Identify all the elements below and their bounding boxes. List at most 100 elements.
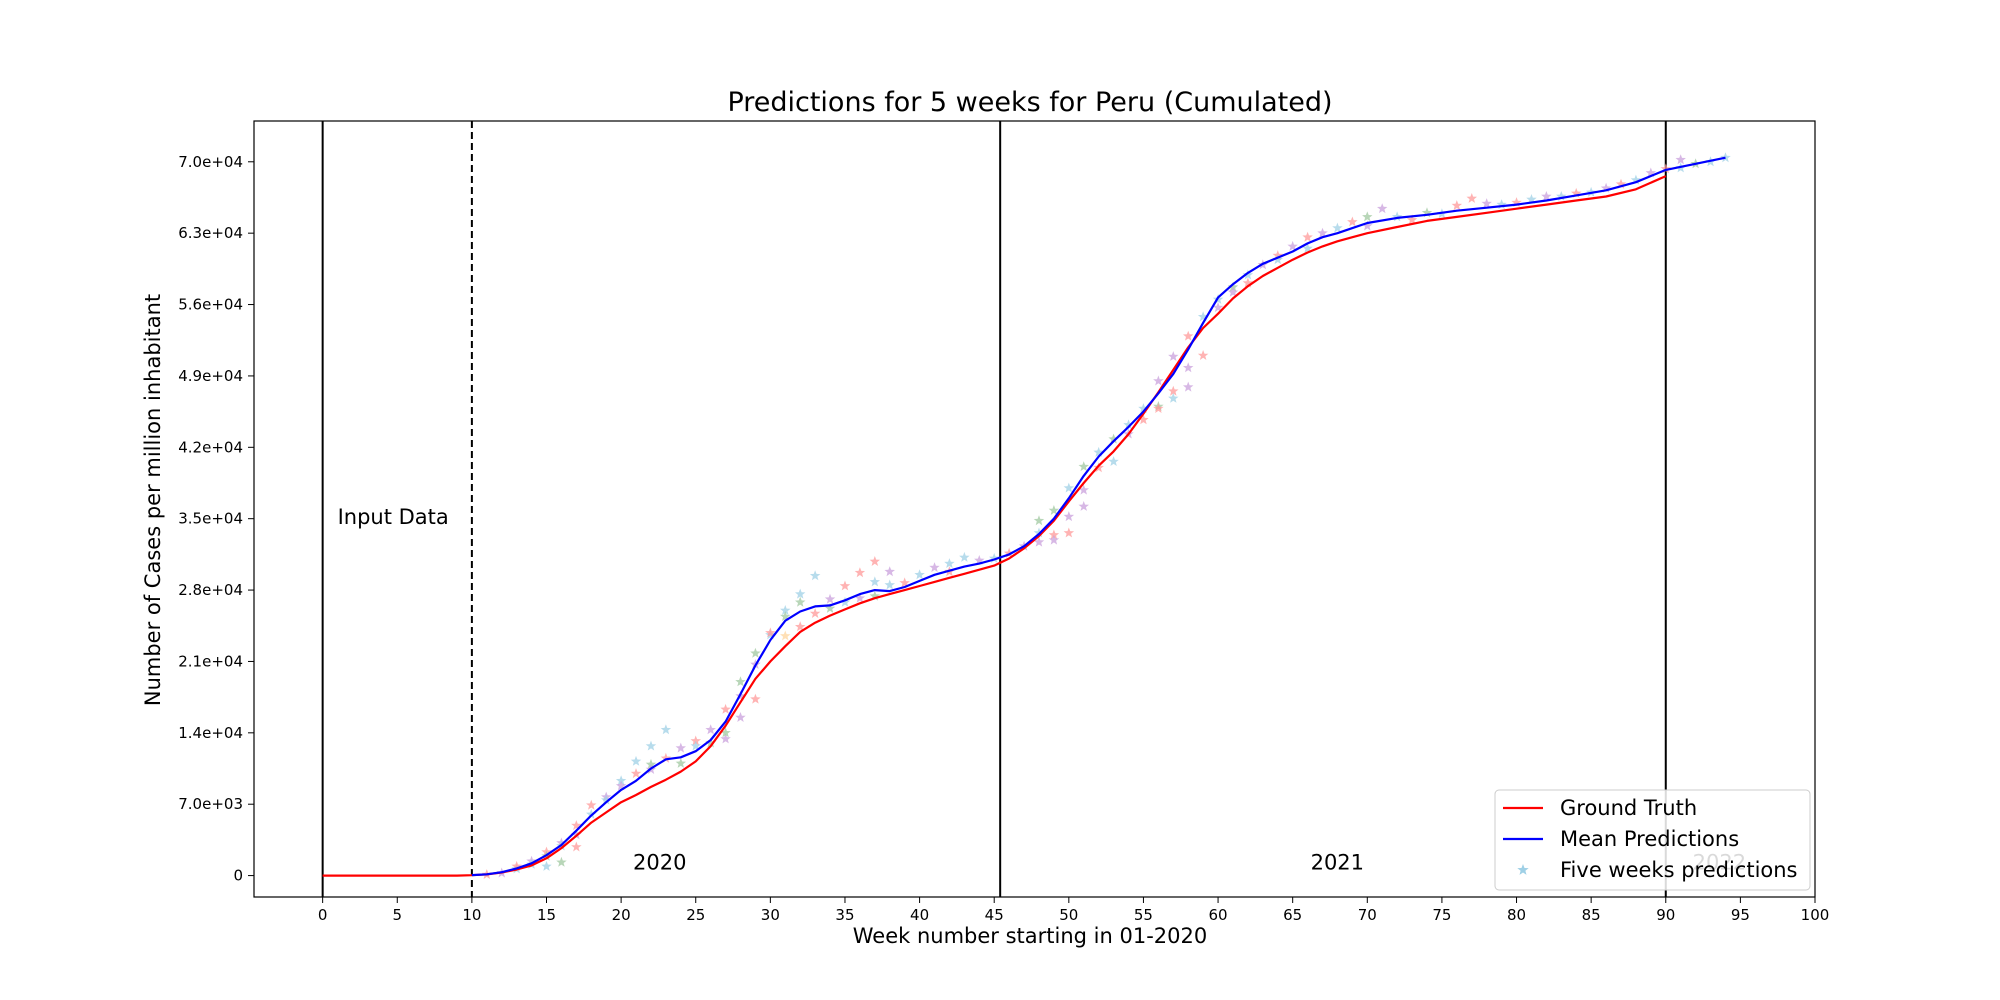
prediction-star-point bbox=[809, 570, 821, 581]
x-tick-label: 35 bbox=[835, 906, 854, 924]
prediction-star-point bbox=[1138, 414, 1149, 425]
prediction-star-point bbox=[571, 841, 582, 852]
prediction-star-point bbox=[1600, 182, 1612, 193]
prediction-star-point bbox=[780, 611, 791, 621]
prediction-star-point bbox=[705, 737, 716, 748]
y-tick-label: 7.0e+03 bbox=[178, 795, 243, 813]
prediction-star-point bbox=[630, 768, 642, 779]
prediction-star-point bbox=[571, 820, 582, 831]
x-tick-label: 15 bbox=[537, 906, 556, 924]
prediction-star-point bbox=[1033, 527, 1045, 538]
prediction-star-point bbox=[660, 752, 672, 763]
prediction-star-point bbox=[630, 755, 642, 766]
prediction-star-point bbox=[824, 593, 836, 604]
prediction-star-point bbox=[899, 577, 910, 588]
prediction-star-point bbox=[1421, 207, 1433, 218]
prediction-star-point bbox=[675, 757, 686, 768]
prediction-star-point bbox=[1078, 461, 1089, 472]
y-tick-label: 3.5e+04 bbox=[178, 510, 243, 528]
prediction-star-point bbox=[1078, 501, 1089, 511]
prediction-star-point bbox=[1212, 302, 1224, 313]
prediction-star-point bbox=[795, 588, 806, 599]
prediction-star-point bbox=[1630, 174, 1642, 185]
prediction-star-point bbox=[989, 553, 1000, 563]
prediction-star-point bbox=[586, 799, 597, 810]
prediction-star-point bbox=[854, 567, 866, 578]
prediction-star-point bbox=[1003, 547, 1015, 558]
x-tick-label: 95 bbox=[1731, 906, 1750, 924]
prediction-star-point bbox=[645, 740, 657, 751]
prediction-star-point bbox=[1317, 227, 1328, 238]
prediction-star-point bbox=[1675, 154, 1686, 165]
y-tick-label: 5.6e+04 bbox=[178, 296, 243, 314]
x-tick-label: 60 bbox=[1209, 906, 1228, 924]
prediction-star-point bbox=[1033, 536, 1045, 547]
y-tick-label: 6.3e+04 bbox=[178, 224, 243, 242]
prediction-star-point bbox=[1645, 167, 1657, 178]
legend: Ground Truth Mean Predictions Five weeks p… bbox=[1494, 789, 1811, 891]
y-tick-label: 4.9e+04 bbox=[178, 367, 243, 385]
prediction-star-point bbox=[1168, 351, 1179, 361]
prediction-star-point bbox=[1242, 269, 1254, 280]
prediction-star-point bbox=[1302, 243, 1313, 253]
chart-title: Predictions for 5 weeks for Peru (Cumula… bbox=[727, 87, 1332, 118]
prediction-star-point bbox=[959, 551, 970, 562]
x-tick-label: 40 bbox=[910, 906, 929, 924]
y-tick-label: 1.4e+04 bbox=[178, 724, 243, 742]
x-tick-label: 85 bbox=[1582, 906, 1601, 924]
prediction-star-point bbox=[586, 808, 597, 819]
prediction-star-point bbox=[1556, 191, 1567, 201]
prediction-star-point bbox=[1063, 482, 1075, 493]
prediction-star-point bbox=[1108, 433, 1119, 444]
prediction-star-point bbox=[1227, 286, 1239, 297]
x-tick-label: 75 bbox=[1432, 906, 1451, 924]
prediction-star-point bbox=[690, 735, 701, 746]
x-tick-label: 5 bbox=[392, 906, 402, 924]
prediction-star-point bbox=[615, 775, 627, 786]
prediction-star-point bbox=[1227, 281, 1239, 292]
prediction-star-point bbox=[914, 569, 925, 580]
prediction-star-point bbox=[1347, 216, 1358, 227]
prediction-star-point bbox=[541, 860, 552, 871]
prediction-star-point bbox=[1466, 193, 1477, 203]
prediction-star-point bbox=[1168, 385, 1179, 396]
prediction-star-point bbox=[1526, 194, 1537, 204]
y-tick-label: 7.0e+04 bbox=[178, 153, 243, 171]
legend-star-swatch bbox=[1517, 864, 1529, 875]
prediction-star-point bbox=[1451, 200, 1463, 211]
prediction-star-point bbox=[1377, 203, 1388, 214]
x-tick-label: 0 bbox=[318, 906, 328, 924]
prediction-star-point bbox=[1183, 330, 1194, 341]
prediction-star-point bbox=[1541, 191, 1552, 201]
prediction-star-point bbox=[720, 733, 731, 744]
prediction-star-point bbox=[1123, 419, 1134, 430]
prediction-star-point bbox=[1615, 178, 1627, 189]
prediction-star-point bbox=[1078, 484, 1089, 495]
prediction-star-point bbox=[1048, 534, 1060, 545]
x-tick-label: 55 bbox=[1134, 906, 1153, 924]
prediction-star-point bbox=[1168, 392, 1179, 403]
prediction-star-point bbox=[615, 780, 627, 791]
prediction-star-point bbox=[735, 712, 746, 722]
legend-label: Five weeks predictions bbox=[1560, 858, 1798, 882]
x-tick-label: 45 bbox=[985, 906, 1004, 924]
prediction-star-point bbox=[750, 693, 761, 704]
prediction-star-point bbox=[869, 556, 880, 566]
plot-frame bbox=[253, 120, 1816, 898]
prediction-star-point bbox=[660, 724, 672, 735]
x-tick-label: 30 bbox=[761, 906, 780, 924]
prediction-star-point bbox=[1720, 152, 1731, 163]
prediction-star-point bbox=[1183, 381, 1194, 392]
x-tick-label: 25 bbox=[686, 906, 705, 924]
prediction-star-point bbox=[854, 592, 866, 603]
prediction-star-point bbox=[1033, 515, 1045, 526]
prediction-star-point bbox=[720, 727, 731, 738]
prediction-star-point bbox=[795, 621, 806, 632]
prediction-star-point bbox=[601, 794, 612, 805]
prediction-star-point bbox=[1332, 222, 1343, 233]
x-tick-label: 50 bbox=[1059, 906, 1078, 924]
prediction-star-point bbox=[869, 576, 880, 587]
prediction-star-point bbox=[571, 829, 582, 840]
x-tick-label: 100 bbox=[1801, 906, 1830, 924]
